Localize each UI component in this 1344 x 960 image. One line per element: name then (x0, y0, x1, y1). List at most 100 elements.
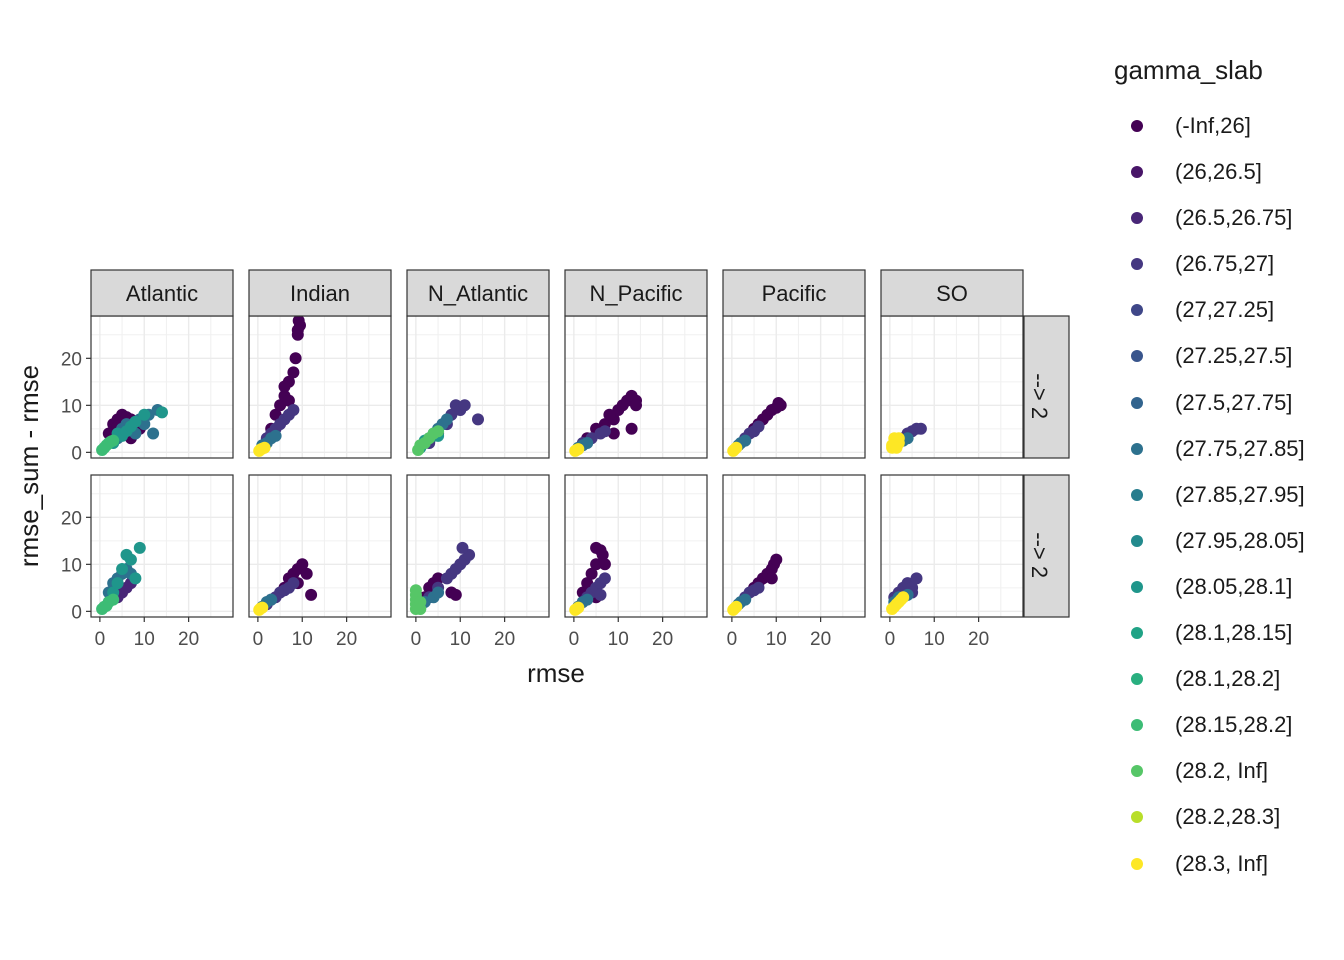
data-point (287, 404, 300, 416)
data-point (282, 394, 295, 407)
panel-border (248, 474, 392, 618)
legend-item: (28.15,28.2] (1114, 687, 1292, 737)
y-tick-label: 10 (61, 396, 82, 417)
facet-label: Indian (290, 281, 350, 306)
panel-points-pacific (727, 553, 783, 616)
legend-key (1131, 396, 1143, 409)
facet-label: Atlantic (126, 281, 198, 306)
data-point (129, 415, 142, 428)
panel-points-n-pacific (569, 389, 642, 457)
data-point (111, 577, 124, 590)
data-point (265, 593, 278, 606)
data-point (752, 420, 765, 433)
x-tick-label: 20 (178, 629, 199, 650)
data-point (124, 553, 137, 566)
data-point (630, 399, 642, 412)
data-point (449, 588, 462, 601)
data-point (770, 553, 783, 566)
legend-key (1131, 304, 1143, 317)
data-point (269, 429, 282, 442)
x-tick-label: 10 (450, 629, 471, 650)
data-point (581, 437, 594, 449)
panel-points-atlantic (96, 541, 146, 615)
legend-label: (26.5,26.75] (1175, 205, 1293, 231)
data-point (300, 567, 313, 580)
y-axis-title: rmse_sum - rmse (14, 365, 44, 567)
legend-item: (26.75,27] (1114, 226, 1274, 276)
x-tick-label: 20 (652, 629, 673, 650)
data-point (278, 380, 291, 393)
panel-points-so (886, 572, 923, 615)
legend-label: (26.75,27] (1175, 251, 1275, 277)
panel (881, 316, 1023, 458)
panel (565, 475, 707, 617)
facet-strip (880, 269, 1024, 317)
panel-points-n-atlantic (412, 399, 484, 456)
legend-item: (-Inf,26] (1114, 88, 1263, 138)
data-point (596, 548, 609, 561)
x-tick-label: 0 (885, 629, 896, 650)
facet-strip (406, 269, 550, 317)
facet-row-label: 2009 --> 2010 (1027, 477, 1052, 615)
legend-label: (27,27.25] (1175, 297, 1275, 323)
legend-key (1131, 719, 1143, 732)
y-tick-label: 20 (61, 349, 82, 370)
x-tick-label: 20 (494, 629, 515, 650)
x-tick-label: 10 (608, 629, 629, 650)
legend-label: (28.3, Inf] (1175, 850, 1268, 876)
facet-label: Pacific (762, 281, 827, 306)
y-tick-label: 0 (71, 602, 82, 623)
data-point (572, 443, 585, 456)
data-point (107, 593, 120, 606)
data-point (897, 591, 910, 604)
panel-border (406, 474, 550, 618)
panel-points-n-atlantic (409, 541, 476, 615)
data-point (472, 413, 484, 426)
data-point (432, 572, 445, 585)
data-point (296, 558, 309, 571)
data-point (129, 572, 142, 585)
y-tick-label: 0 (71, 443, 82, 464)
data-point (594, 588, 607, 601)
legend-key (1131, 673, 1143, 686)
legend-item: (26.5,26.75] (1114, 180, 1292, 230)
data-point (409, 584, 422, 597)
panel (407, 475, 549, 617)
facet-label: N_Pacific (590, 281, 683, 306)
legend-item: (28.1,28.2] (1114, 641, 1280, 691)
panel-points-n-pacific (569, 541, 611, 616)
data-point (581, 593, 594, 606)
legend-key (1131, 120, 1143, 132)
legend-label: (28.1,28.15] (1175, 620, 1293, 646)
x-tick-label: 10 (134, 629, 155, 650)
legend-key (1131, 765, 1143, 778)
facet-label: SO (936, 281, 968, 306)
legend-key (1131, 442, 1143, 455)
legend-label: (27.5,27.75] (1175, 389, 1293, 415)
data-point (269, 408, 282, 421)
data-point (772, 397, 785, 409)
data-point (585, 567, 598, 580)
data-point (292, 314, 305, 327)
data-point (274, 399, 287, 412)
legend-item: (27,27.25] (1114, 272, 1274, 322)
panel-border (90, 474, 234, 618)
data-point (289, 352, 302, 365)
data-point (739, 593, 752, 606)
data-point (598, 558, 611, 571)
data-point (432, 425, 445, 438)
data-point (287, 366, 300, 379)
facet-strip-row (1023, 315, 1070, 459)
data-point (739, 434, 752, 447)
panel-border (880, 474, 1024, 618)
legend-item: (28.2, Inf] (1114, 733, 1268, 783)
legend-label: (28.2, Inf] (1175, 758, 1268, 784)
legend-key (1131, 627, 1143, 640)
data-point (581, 577, 594, 590)
legend-item: (27.95,28.05] (1114, 503, 1305, 553)
legend-label: (28.1,28.2] (1175, 666, 1281, 692)
facet-strip (90, 269, 234, 317)
legend-key (1131, 166, 1143, 179)
legend-item: (27.25,27.5] (1114, 318, 1292, 368)
